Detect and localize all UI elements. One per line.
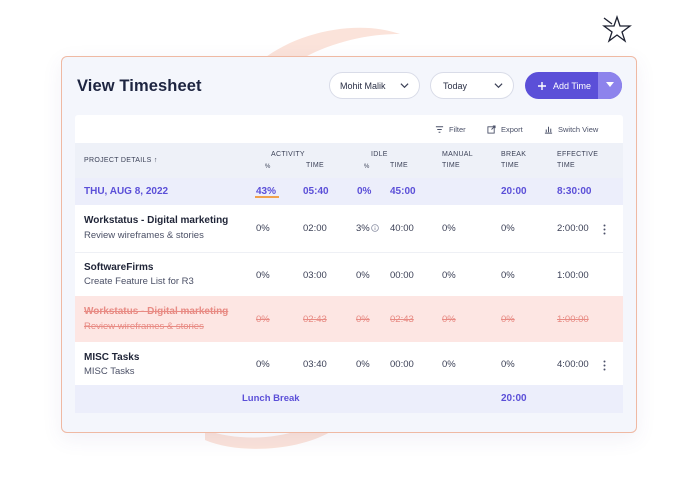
manual-time: 0% — [442, 359, 456, 370]
caret-down-icon — [606, 82, 614, 87]
break-time: 0% — [501, 223, 515, 234]
effective-time: 4:00:00 — [557, 359, 589, 370]
date-summary-row: THU, AUG 8, 2022 43% 05:40 0% 45:00 20:0… — [75, 178, 623, 205]
kebab-menu-icon[interactable] — [603, 360, 606, 371]
idle-time: 40:00 — [390, 223, 414, 234]
lunch-break-row: Lunch Break 20:00 — [75, 385, 623, 413]
add-time-dropdown[interactable] — [598, 72, 622, 99]
idle-pct: 0% — [356, 359, 370, 370]
table-header: PROJECT DETAILS ↑ ACTIVITY % TIME IDLE %… — [75, 143, 623, 178]
date-idle-pct: 0% — [357, 186, 372, 197]
activity-pct: 0% — [256, 314, 270, 325]
bar-chart-icon — [544, 126, 553, 134]
col-activity-time: TIME — [306, 162, 324, 169]
break-time: 0% — [501, 314, 515, 325]
col-manual-time: TIME — [442, 162, 460, 169]
task-name: Review wireframes & stories — [84, 230, 204, 241]
period-select-value: Today — [443, 80, 468, 91]
sort-arrow-icon: ↑ — [153, 157, 158, 164]
page-title: View Timesheet — [77, 77, 202, 95]
activity-time: 03:40 — [303, 359, 327, 370]
sparkle-star-icon — [602, 14, 632, 43]
col-idle-pct: % — [364, 164, 370, 170]
filter-icon — [435, 126, 444, 133]
col-activity-pct: % — [265, 164, 271, 170]
effective-time: 2:00:00 — [557, 223, 589, 234]
col-break-time: TIME — [501, 162, 519, 169]
timesheet-table: Filter Export Switch View PROJECT DETAIL… — [75, 115, 623, 413]
export-label: Export — [501, 125, 523, 134]
col-manual: MANUAL — [442, 151, 473, 158]
export-button[interactable]: Export — [487, 125, 523, 134]
plus-icon — [538, 81, 546, 90]
user-select-value: Mohit Malik — [340, 80, 386, 91]
effective-time: 1:00:00 — [557, 270, 589, 281]
table-row[interactable]: Workstatus - Digital marketing Review wi… — [75, 205, 623, 252]
col-project-label: PROJECT DETAILS — [84, 157, 152, 164]
date-effective-time: 8:30:00 — [557, 186, 592, 197]
export-icon — [487, 125, 496, 134]
idle-pct: 3% — [356, 223, 370, 234]
col-project-details[interactable]: PROJECT DETAILS ↑ — [84, 156, 158, 166]
table-row[interactable]: MISC Tasks MISC Tasks 0% 03:40 0% 00:00 … — [75, 342, 623, 385]
task-name: Review wireframes & stories — [84, 321, 204, 332]
add-time-button[interactable]: Add Time — [525, 72, 622, 99]
activity-time: 02:43 — [303, 314, 327, 325]
table-row[interactable]: SoftwareFirms Create Feature List for R3… — [75, 252, 623, 296]
project-name: Workstatus - Digital marketing — [84, 306, 229, 317]
col-activity: ACTIVITY — [271, 151, 305, 158]
project-name: Workstatus - Digital marketing — [84, 215, 229, 226]
project-name: MISC Tasks — [84, 352, 140, 363]
col-idle-time: TIME — [390, 162, 408, 169]
col-effective-time: TIME — [557, 162, 575, 169]
idle-pct-cell: 3% — [356, 223, 379, 234]
lunch-break-label: Lunch Break — [242, 393, 300, 404]
chevron-down-icon — [494, 83, 503, 89]
idle-pct: 0% — [356, 314, 370, 325]
row-divider — [75, 252, 623, 253]
date-break-time: 20:00 — [501, 186, 527, 197]
break-time: 0% — [501, 359, 515, 370]
date-idle-time: 45:00 — [390, 186, 416, 197]
idle-time: 02:43 — [390, 314, 414, 325]
project-name: SoftwareFirms — [84, 262, 154, 273]
period-select[interactable]: Today — [430, 72, 514, 99]
filter-button[interactable]: Filter — [435, 125, 466, 134]
break-time: 0% — [501, 270, 515, 281]
effective-time: 1:00:00 — [557, 314, 589, 325]
task-name: Create Feature List for R3 — [84, 276, 194, 287]
date-label: THU, AUG 8, 2022 — [84, 186, 169, 197]
lunch-break-time: 20:00 — [501, 393, 527, 404]
activity-pct: 0% — [256, 270, 270, 281]
idle-pct: 0% — [356, 270, 370, 281]
filter-label: Filter — [449, 125, 466, 134]
activity-pct: 0% — [256, 223, 270, 234]
activity-time: 03:00 — [303, 270, 327, 281]
manual-time: 0% — [442, 223, 456, 234]
switch-view-button[interactable]: Switch View — [544, 125, 598, 134]
activity-underline — [255, 196, 279, 198]
timesheet-card: View Timesheet Mohit Malik Today Add Tim… — [61, 56, 637, 433]
task-name: MISC Tasks — [84, 366, 135, 377]
idle-time: 00:00 — [390, 359, 414, 370]
activity-time: 02:00 — [303, 223, 327, 234]
table-row-deleted[interactable]: Workstatus - Digital marketing Review wi… — [75, 296, 623, 342]
switch-view-label: Switch View — [558, 125, 599, 134]
chevron-down-icon — [400, 83, 409, 89]
col-idle: IDLE — [371, 151, 388, 158]
manual-time: 0% — [442, 314, 456, 325]
activity-pct: 0% — [256, 359, 270, 370]
info-icon[interactable] — [370, 224, 379, 232]
date-activity-pct: 43% — [256, 186, 277, 197]
add-time-label: Add Time — [553, 80, 592, 91]
idle-time: 00:00 — [390, 270, 414, 281]
col-effective: EFFECTIVE — [557, 151, 599, 158]
col-break: BREAK — [501, 151, 527, 158]
kebab-menu-icon[interactable] — [603, 224, 606, 235]
user-select[interactable]: Mohit Malik — [329, 72, 420, 99]
date-activity-time: 05:40 — [303, 186, 329, 197]
manual-time: 0% — [442, 270, 456, 281]
